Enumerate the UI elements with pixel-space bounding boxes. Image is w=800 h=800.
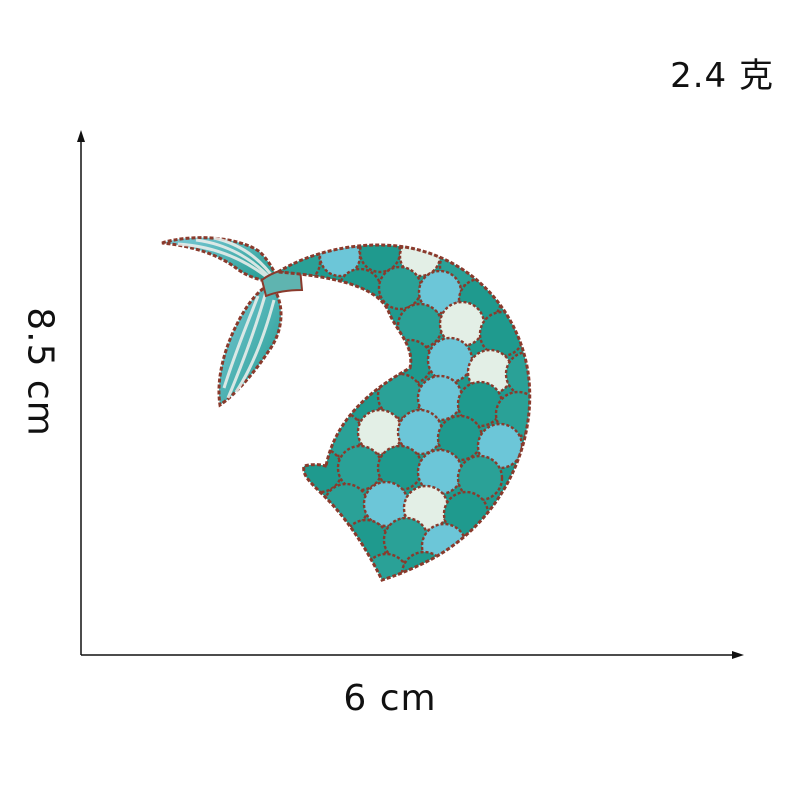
tail-stalk [260,266,304,298]
lower-fin-stripes [222,291,276,399]
width-dimension-label: 6 cm [343,678,437,719]
scale-body-outline [273,243,532,582]
scale-rows [278,244,530,581]
upper-fin [161,236,280,284]
vertical-axis-arrowhead [77,130,85,142]
horizontal-axis-arrowhead [732,651,744,659]
weight-label: 2.4 克 [670,56,774,96]
